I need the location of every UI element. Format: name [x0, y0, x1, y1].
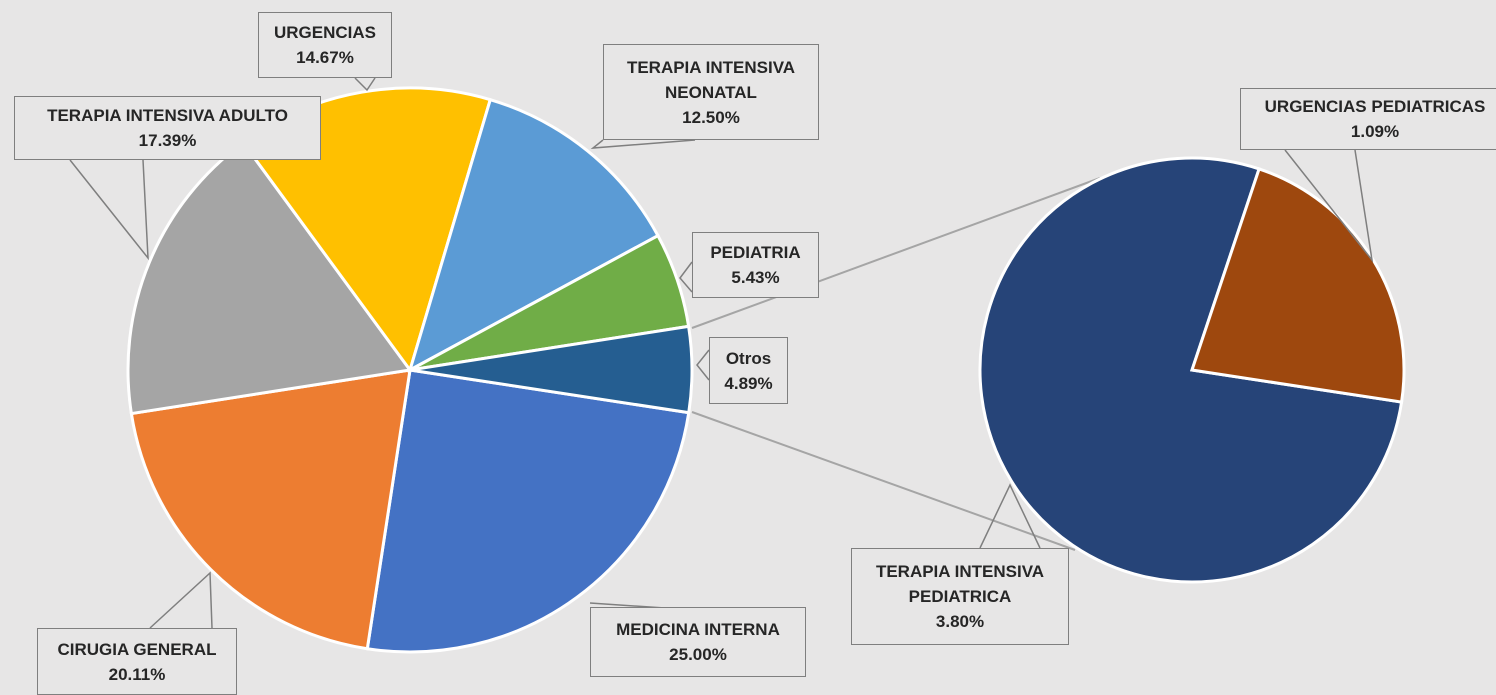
label-name: TERAPIA INTENSIVA NEONATAL: [626, 57, 796, 102]
label-name: Otros: [725, 348, 772, 368]
label-value: 25.00%: [669, 645, 727, 664]
label-name: TERAPIA INTENSIVA ADULTO: [47, 106, 288, 125]
connector-line: [691, 177, 1101, 329]
data-label: URGENCIAS PEDIATRICAS 1.09%: [1240, 88, 1496, 150]
leader-line: [354, 77, 376, 92]
label-value: 12.50%: [682, 107, 740, 127]
pie-slice: [1190, 167, 1406, 404]
label-value: 14.67%: [296, 48, 354, 67]
data-label: TERAPIA INTENSIVA NEONATAL 12.50%: [603, 44, 819, 140]
leader-line: [149, 571, 213, 629]
leader-line: [979, 483, 1041, 549]
connector-line: [691, 411, 1076, 551]
leader-line: [679, 261, 693, 293]
label-name: CIRUGIA GENERAL: [57, 639, 217, 659]
leader-line: [69, 159, 149, 261]
data-label: TERAPIA INTENSIVA PEDIATRICA 3.80%: [851, 548, 1069, 645]
pie-slice: [407, 97, 660, 374]
label-name: PEDIATRIA: [710, 243, 801, 262]
label-name: URGENCIAS: [273, 23, 376, 42]
data-label: URGENCIAS 14.67%: [258, 12, 392, 78]
label-value: 20.11%: [108, 664, 166, 684]
label-name: MEDICINA INTERNA: [616, 620, 780, 639]
label-value: 3.80%: [935, 612, 985, 631]
label-value: 4.89%: [724, 373, 773, 393]
data-label: CIRUGIA GENERAL 20.11%: [37, 628, 237, 695]
leader-line: [696, 349, 710, 381]
pie-slice: [126, 140, 413, 416]
data-label: MEDICINA INTERNA 25.00%: [590, 607, 806, 677]
leader-line: [590, 139, 696, 149]
label-name: URGENCIAS PEDIATRICAS: [1264, 97, 1486, 116]
pie-slice: [129, 368, 412, 651]
label-value: 17.39%: [138, 131, 197, 150]
data-label: TERAPIA INTENSIVA ADULTO 17.39%: [14, 96, 321, 160]
data-label: PEDIATRIA 5.43%: [692, 232, 819, 298]
pie-slice: [365, 368, 691, 654]
data-label: Otros 4.89%: [709, 337, 788, 404]
label-value: 1.09%: [1350, 122, 1400, 141]
pie-slice: [409, 324, 694, 415]
leader-line: [1284, 149, 1374, 263]
label-name: TERAPIA INTENSIVA PEDIATRICA: [875, 562, 1045, 606]
label-value: 5.43%: [731, 268, 780, 287]
